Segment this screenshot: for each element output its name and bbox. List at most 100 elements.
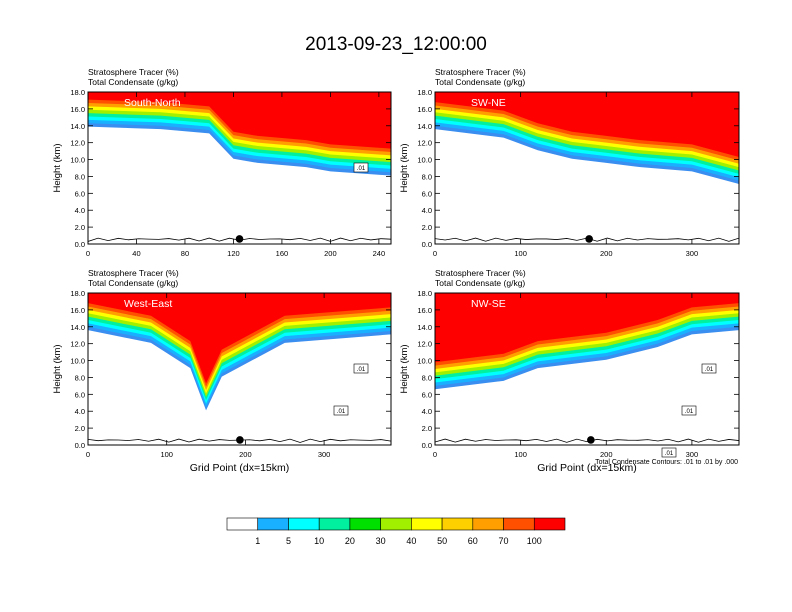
y-axis-label: Height (km): [52, 344, 63, 393]
y-tick-label: 4.0: [422, 407, 432, 416]
x-tick-label: 100: [160, 450, 173, 459]
contour-note: Total Condensate Contours: .01 to .01 by…: [595, 459, 738, 466]
panel-title-line1: Stratosphere Tracer (%): [88, 268, 179, 278]
y-tick-label: 16.0: [70, 105, 85, 114]
colorbar-label: 20: [345, 536, 355, 546]
terrain-contour: [435, 237, 739, 242]
panel-title-line2: Total Condensate (g/kg): [88, 77, 178, 87]
x-tick-label: 40: [132, 249, 140, 258]
contour-label-box: [701, 363, 717, 374]
y-tick-label: 12.0: [417, 340, 432, 349]
colorbar-swatch: [441, 517, 474, 531]
colorbar-label: 1: [255, 536, 260, 546]
colorbar-label: 5: [286, 536, 291, 546]
y-tick-label: 8.0: [422, 172, 432, 181]
x-tick-label: 120: [227, 249, 240, 258]
y-tick-label: 12.0: [70, 340, 85, 349]
plot-area: [435, 293, 739, 445]
colorbar-swatch: [503, 517, 535, 531]
panel-title-line2: Total Condensate (g/kg): [435, 77, 525, 87]
contour-label-box: [661, 447, 677, 458]
location-marker: [236, 436, 244, 444]
panel-sw-ne: SW-NE Stratosphere Tracer (%)Total Conden…: [399, 67, 740, 258]
colorbar-label: 10: [314, 536, 324, 546]
plot-area: [88, 92, 391, 244]
y-tick-label: 6.0: [422, 390, 432, 399]
x-tick-label: 100: [514, 450, 527, 459]
x-axis-label: Grid Point (dx=15km): [537, 462, 637, 474]
plot-area: [435, 92, 739, 244]
colorbar-swatch: [318, 517, 351, 531]
y-tick-label: 6.0: [75, 189, 85, 198]
x-tick-label: 240: [373, 249, 386, 258]
x-tick-label: 200: [324, 249, 337, 258]
y-tick-label: 10.0: [70, 156, 85, 165]
plot-frame: [434, 292, 740, 446]
colorbar-label: 70: [499, 536, 509, 546]
contour-label: .01: [337, 409, 346, 415]
x-tick-label: 0: [86, 450, 90, 459]
y-tick-label: 18.0: [70, 289, 85, 298]
colorbar-label: 50: [437, 536, 447, 546]
y-tick-label: 10.0: [70, 357, 85, 366]
x-tick-label: 80: [181, 249, 189, 258]
panel-south-north: .01 South-North Stratosphere Tracer (%)Tot…: [52, 67, 392, 258]
y-tick-label: 2.0: [75, 424, 85, 433]
y-tick-label: 18.0: [70, 88, 85, 97]
y-tick-label: 12.0: [417, 139, 432, 148]
panel-west-east: .01 .01 West-East Stratosphere Tracer (%)To…: [52, 268, 392, 474]
y-tick-label: 16.0: [417, 306, 432, 315]
location-marker: [587, 436, 595, 444]
y-tick-label: 10.0: [417, 156, 432, 165]
x-tick-label: 300: [686, 450, 699, 459]
y-tick-label: 18.0: [417, 88, 432, 97]
y-axis-label: Height (km): [399, 143, 410, 192]
colorbar-swatch: [380, 517, 412, 531]
location-marker: [585, 235, 593, 243]
y-tick-label: 4.0: [75, 407, 85, 416]
y-tick-label: 6.0: [75, 390, 85, 399]
colorbar-swatch: [288, 517, 320, 531]
contour-label-box: [333, 405, 349, 416]
y-tick-label: 16.0: [70, 306, 85, 315]
y-tick-label: 14.0: [417, 122, 432, 131]
y-tick-label: 8.0: [75, 172, 85, 181]
panel-title-line1: Stratosphere Tracer (%): [435, 67, 526, 77]
colorbar-label: 30: [376, 536, 386, 546]
x-tick-label: 0: [86, 249, 90, 258]
panel-title-line1: Stratosphere Tracer (%): [435, 268, 526, 278]
colorbar-swatch: [226, 517, 259, 531]
y-tick-label: 2.0: [75, 223, 85, 232]
y-tick-label: 14.0: [417, 323, 432, 332]
colorbar-swatch: [411, 517, 443, 531]
contour-label-box: [353, 363, 369, 374]
panel-title-line2: Total Condensate (g/kg): [435, 278, 525, 288]
y-axis-label: Height (km): [399, 344, 410, 393]
y-tick-label: 2.0: [422, 223, 432, 232]
y-tick-label: 0.0: [422, 441, 432, 450]
colorbar-label: 60: [468, 536, 478, 546]
x-axis-label: Grid Point (dx=15km): [190, 462, 290, 474]
figure-title: 2013-09-23_12:00:00: [305, 34, 487, 55]
plot-frame: [87, 292, 392, 446]
tracer-band: [435, 293, 739, 363]
panel-label: SW-NE: [471, 97, 506, 109]
y-tick-label: 18.0: [417, 289, 432, 298]
tracer-band: [88, 293, 391, 384]
terrain-contour: [88, 438, 391, 443]
y-tick-label: 2.0: [422, 424, 432, 433]
y-tick-label: 14.0: [70, 323, 85, 332]
y-tick-label: 0.0: [75, 240, 85, 249]
contour-label-box: [681, 405, 697, 416]
y-tick-label: 4.0: [75, 206, 85, 215]
y-tick-label: 8.0: [75, 373, 85, 382]
y-tick-label: 16.0: [417, 105, 432, 114]
terrain-contour: [435, 438, 739, 443]
x-tick-label: 100: [514, 249, 527, 258]
y-tick-label: 0.0: [422, 240, 432, 249]
panel-label: West-East: [124, 298, 172, 310]
x-tick-label: 300: [318, 450, 331, 459]
y-tick-label: 4.0: [422, 206, 432, 215]
